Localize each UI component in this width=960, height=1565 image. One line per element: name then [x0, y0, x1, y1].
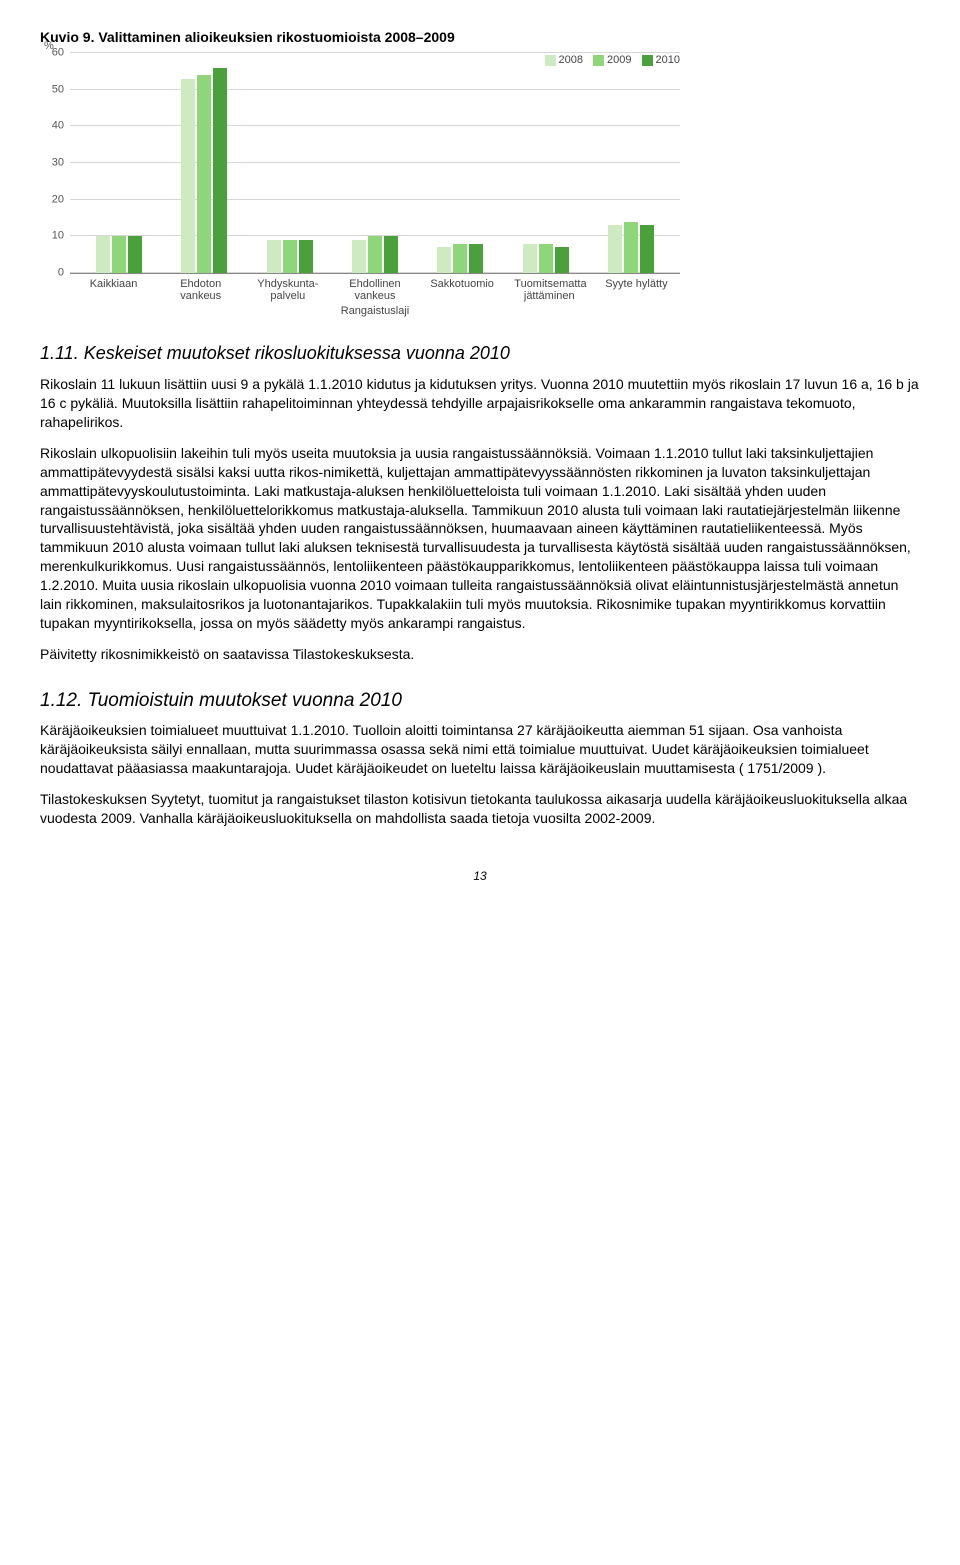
bar-group	[437, 53, 483, 273]
section-1-11-p1: Rikoslain 11 lukuun lisättiin uusi 9 a p…	[40, 375, 920, 432]
y-tick-label: 60	[40, 45, 64, 60]
page-number: 13	[40, 868, 920, 884]
x-axis-labels: Kaikkiaan Ehdotonvankeus Yhdyskunta-palvel…	[70, 278, 680, 302]
y-tick-label: 10	[40, 229, 64, 244]
bar	[112, 236, 126, 273]
bar	[523, 244, 537, 273]
bar	[624, 222, 638, 273]
bar	[384, 236, 398, 273]
y-tick-label: 30	[40, 155, 64, 170]
x-tick-label: Tuomitsemattajättäminen	[514, 278, 584, 302]
bar	[181, 79, 195, 273]
bar-group	[608, 53, 654, 273]
bar-groups	[70, 53, 680, 273]
bar	[267, 240, 281, 273]
bar	[128, 236, 142, 273]
x-tick-label: Kaikkiaan	[79, 278, 149, 302]
bar-group	[96, 53, 142, 273]
y-tick-label: 40	[40, 119, 64, 134]
chart-title: Kuvio 9. Valittaminen alioikeuksien riko…	[40, 28, 920, 47]
x-tick-label: Syyte hylätty	[601, 278, 671, 302]
section-1-11-p2: Rikoslain ulkopuolisiin lakeihin tuli my…	[40, 444, 920, 633]
bar	[608, 225, 622, 273]
bar	[96, 236, 110, 273]
bar-group	[352, 53, 398, 273]
bar	[640, 225, 654, 273]
bar-group	[523, 53, 569, 273]
x-axis-title: Rangaistuslaji	[70, 304, 680, 319]
bar	[283, 240, 297, 273]
x-tick-label: Ehdollinenvankeus	[340, 278, 410, 302]
bar	[453, 244, 467, 273]
bar	[469, 244, 483, 273]
y-tick-label: 0	[40, 265, 64, 280]
section-1-12-p2: Tilastokeskuksen Syytetyt, tuomitut ja r…	[40, 790, 920, 828]
x-tick-label: Sakkotuomio	[427, 278, 497, 302]
y-tick-label: 50	[40, 82, 64, 97]
bar	[352, 240, 366, 273]
bar	[213, 68, 227, 273]
bar	[539, 244, 553, 273]
bar-group	[267, 53, 313, 273]
x-tick-label: Yhdyskunta-palvelu	[253, 278, 323, 302]
bar	[299, 240, 313, 273]
bar-group	[181, 53, 227, 273]
bar	[197, 75, 211, 273]
section-1-12-heading: 1.12. Tuomioistuin muutokset vuonna 2010	[40, 688, 920, 714]
chart-container: 200820092010 % 0102030405060 KaikkiaanEh…	[40, 53, 680, 319]
section-1-12-p1: Käräjäoikeuksien toimialueet muuttuivat …	[40, 721, 920, 778]
y-tick-label: 20	[40, 192, 64, 207]
section-1-11-heading: 1.11. Keskeiset muutokset rikosluokituks…	[40, 341, 920, 365]
bar	[555, 247, 569, 273]
bar	[437, 247, 451, 273]
section-1-11-p3: Päivitetty rikosnimikkeistö on saataviss…	[40, 645, 920, 664]
x-tick-label: Ehdotonvankeus	[166, 278, 236, 302]
bar	[368, 236, 382, 273]
chart-plot-area: % 0102030405060	[70, 53, 680, 274]
